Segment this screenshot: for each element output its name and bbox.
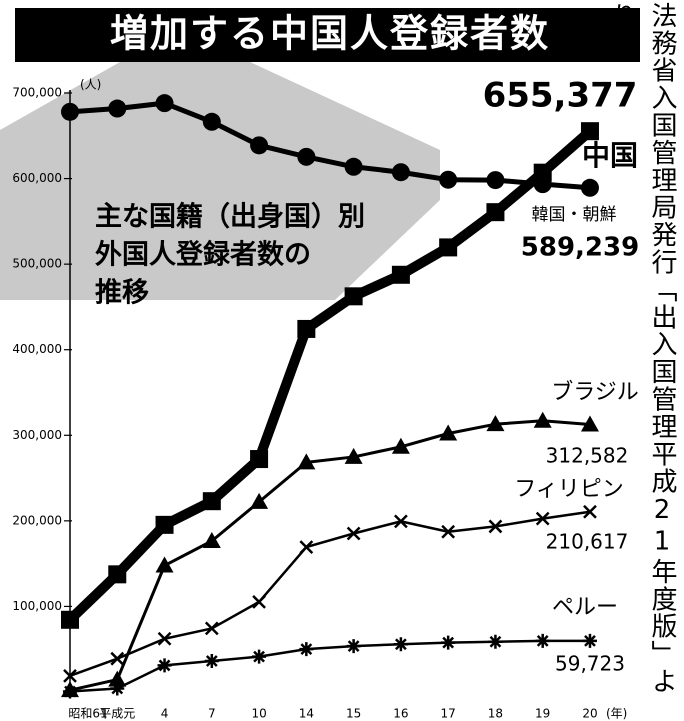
marker bbox=[534, 175, 552, 193]
annotation: 主な国籍（出身国）別 bbox=[95, 201, 365, 233]
marker bbox=[439, 171, 457, 189]
y-tick-label: 200,000 bbox=[12, 513, 62, 527]
marker bbox=[111, 653, 123, 665]
marker bbox=[61, 611, 79, 629]
marker bbox=[203, 113, 221, 131]
marker bbox=[486, 171, 504, 189]
marker bbox=[441, 636, 455, 650]
annotation: 外国人登録者数の bbox=[95, 239, 311, 271]
marker bbox=[345, 287, 363, 305]
marker bbox=[250, 136, 268, 154]
series-label: フィリピン bbox=[514, 477, 624, 502]
source-note: 法務省入国管理局発行「出入国管理平成21年度版」より bbox=[642, 2, 682, 721]
marker bbox=[392, 266, 410, 284]
marker bbox=[297, 148, 315, 166]
marker bbox=[392, 163, 410, 181]
value-label: 210,617 bbox=[546, 530, 629, 554]
marker bbox=[108, 565, 126, 583]
marker bbox=[536, 634, 550, 648]
series-line bbox=[70, 421, 590, 690]
x-tick-label: 平成元 bbox=[99, 707, 135, 721]
y-tick-label: 400,000 bbox=[12, 342, 62, 356]
value-label: 312,582 bbox=[546, 444, 629, 468]
chart: 増加する中国人登録者数 主な国籍（出身国）別 外国人登録者数の 推移 (人) (… bbox=[0, 0, 640, 721]
value-label: 589,239 bbox=[521, 233, 639, 263]
marker bbox=[347, 639, 361, 653]
series-label: ペルー bbox=[552, 595, 618, 620]
marker bbox=[345, 158, 363, 176]
marker bbox=[108, 100, 126, 118]
marker bbox=[61, 103, 79, 121]
series-label: 中国 bbox=[582, 139, 638, 172]
marker bbox=[203, 492, 221, 510]
marker bbox=[583, 634, 597, 648]
marker bbox=[299, 642, 313, 656]
x-tick-label: 15 bbox=[346, 707, 361, 721]
value-label: 59,723 bbox=[555, 652, 625, 676]
marker bbox=[394, 637, 408, 651]
x-tick-label: 20 bbox=[582, 707, 597, 721]
marker bbox=[158, 658, 172, 672]
marker bbox=[581, 179, 599, 197]
annotation: 推移 bbox=[95, 278, 149, 309]
y-tick-label: 700,000 bbox=[12, 86, 62, 100]
marker bbox=[156, 516, 174, 534]
marker bbox=[439, 238, 457, 256]
marker bbox=[486, 203, 504, 221]
marker bbox=[253, 596, 265, 608]
page: 増加する中国人登録者数 主な国籍（出身国）別 外国人登録者数の 推移 (人) (… bbox=[0, 0, 684, 721]
y-unit: (人) bbox=[80, 78, 101, 92]
marker bbox=[250, 450, 268, 468]
y-tick-label: 600,000 bbox=[12, 171, 62, 185]
marker bbox=[297, 320, 315, 338]
x-tick-label: 18 bbox=[488, 707, 503, 721]
marker bbox=[156, 94, 174, 112]
marker bbox=[488, 635, 502, 649]
marker bbox=[581, 122, 599, 140]
y-tick-label: 500,000 bbox=[12, 257, 62, 271]
marker bbox=[110, 681, 124, 695]
x-tick-label: 19 bbox=[535, 707, 550, 721]
x-tick-label: 14 bbox=[299, 707, 314, 721]
marker bbox=[252, 650, 266, 664]
marker bbox=[156, 557, 174, 573]
x-unit: (年) bbox=[606, 707, 627, 721]
marker bbox=[63, 685, 77, 699]
series-line bbox=[70, 641, 590, 692]
series-label: 韓国・朝鮮 bbox=[532, 205, 617, 225]
x-tick-label: 16 bbox=[393, 707, 408, 721]
y-tick-label: 100,000 bbox=[12, 599, 62, 613]
x-tick-label: 7 bbox=[208, 707, 216, 721]
x-tick-label: 4 bbox=[161, 707, 169, 721]
chart-title: 増加する中国人登録者数 bbox=[110, 12, 550, 56]
y-tick-label: 300,000 bbox=[12, 428, 62, 442]
marker bbox=[205, 654, 219, 668]
x-tick-label: 17 bbox=[441, 707, 456, 721]
value-label: 655,377 bbox=[483, 76, 638, 116]
x-tick-label: 10 bbox=[251, 707, 266, 721]
series-label: ブラジル bbox=[551, 380, 639, 405]
